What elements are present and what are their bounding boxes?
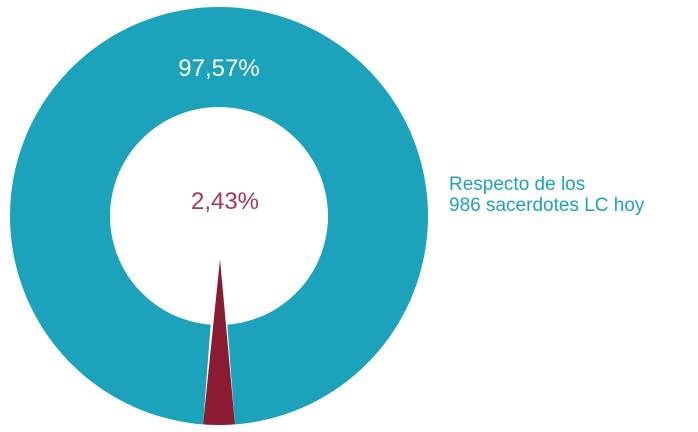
- slice-minority: [203, 259, 235, 425]
- slice-majority: [10, 6, 428, 425]
- annotation-line-1: Respecto de los: [449, 174, 586, 195]
- chart-annotation: Respecto de los 986 sacerdotes LC hoy: [449, 174, 644, 216]
- slice-label-majority: 97,57%: [178, 55, 259, 82]
- slice-label-minority: 2,43%: [191, 188, 259, 215]
- donut-slices: [10, 6, 428, 425]
- annotation-line-2: 986 sacerdotes LC hoy: [449, 195, 645, 216]
